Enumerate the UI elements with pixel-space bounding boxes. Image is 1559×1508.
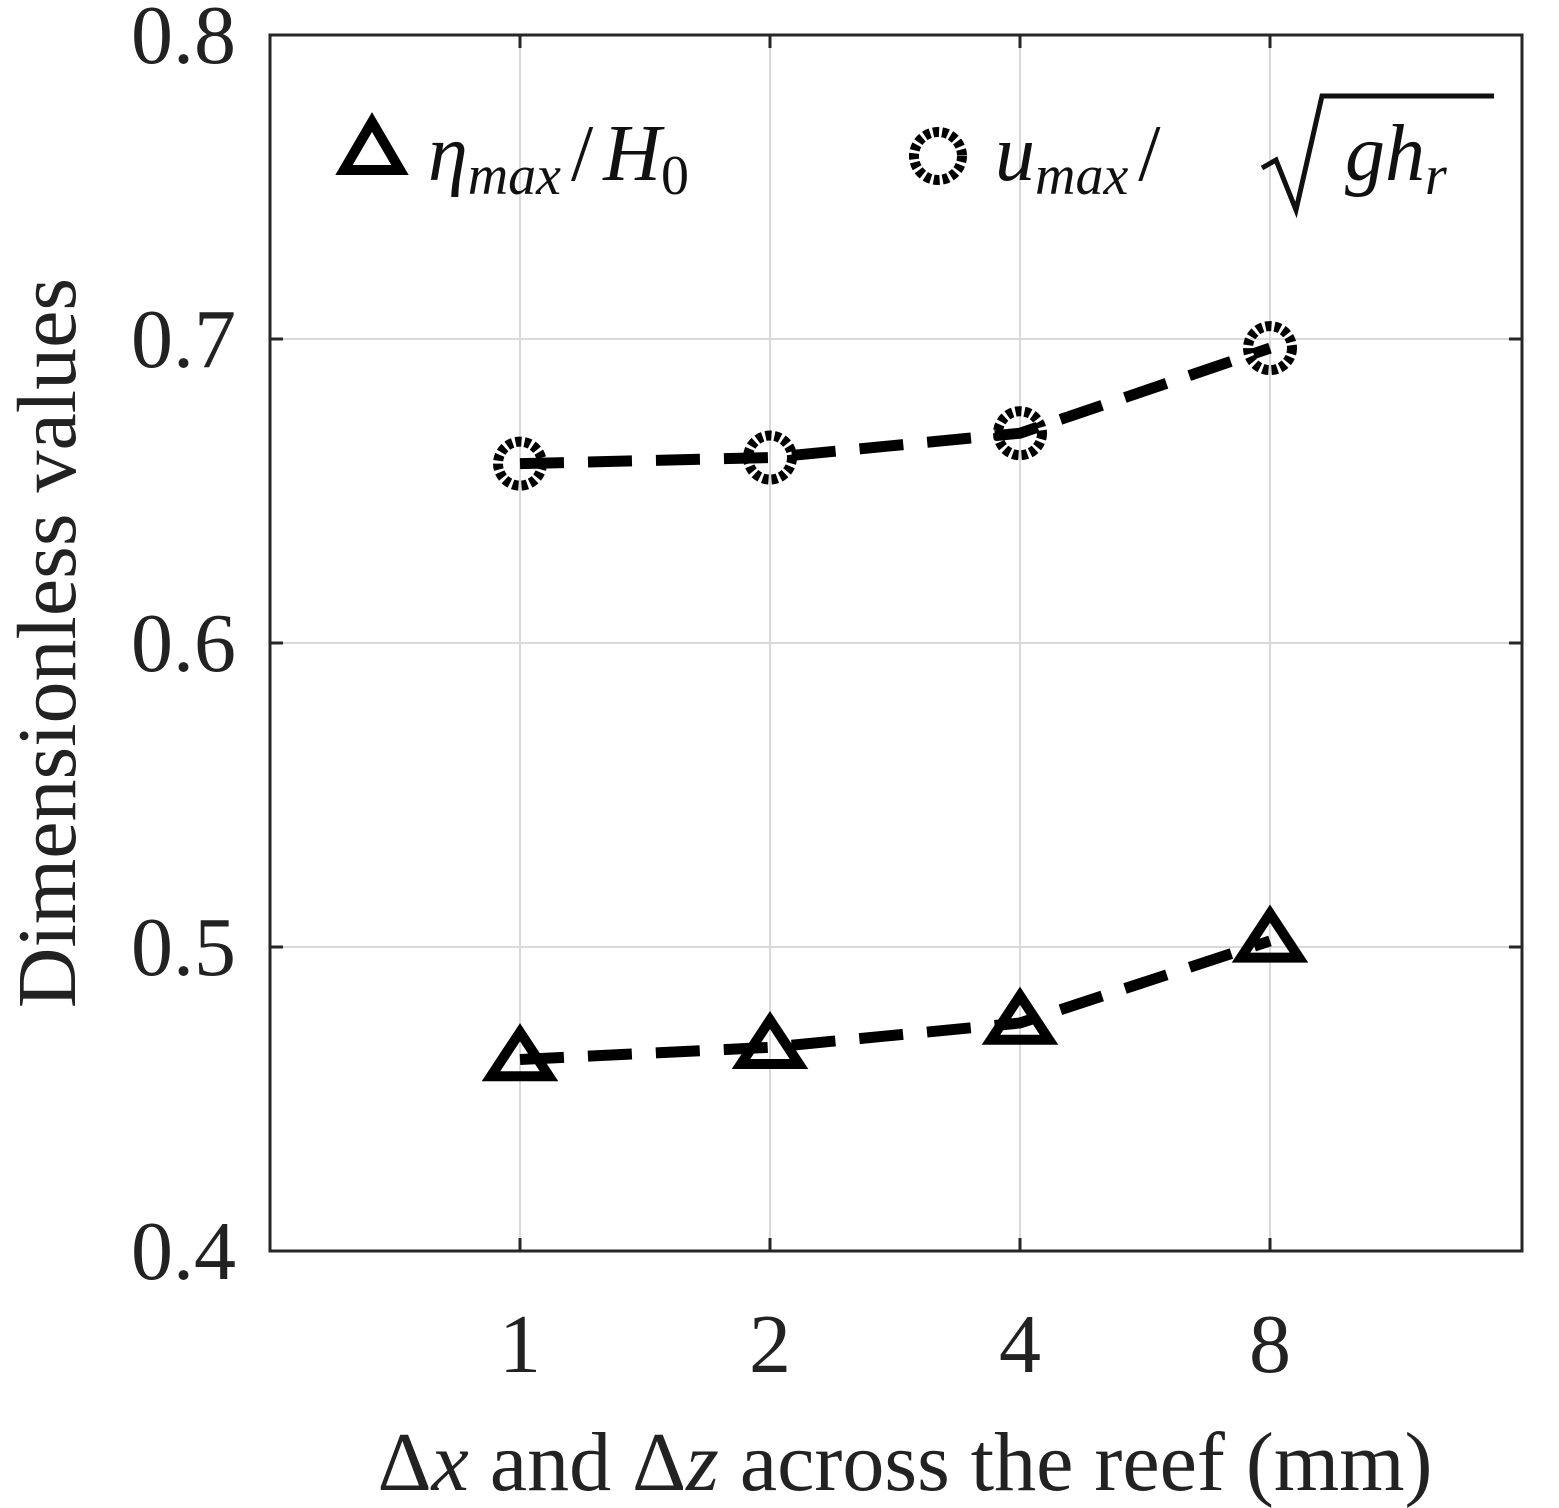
legend-sqrt-sign bbox=[1260, 93, 1494, 219]
y-tick-label: 0.7 bbox=[131, 293, 236, 386]
legend-eta-sub: max bbox=[468, 145, 561, 207]
x-tick-label: 4 bbox=[999, 1298, 1041, 1391]
legend-h: h bbox=[1385, 110, 1425, 198]
legend-triangle-marker bbox=[335, 112, 409, 175]
legend-label-gh: ghr bbox=[1345, 110, 1447, 207]
y-tick-label: 0.4 bbox=[131, 1205, 236, 1298]
legend-g: g bbox=[1345, 110, 1385, 198]
series-line-triangle bbox=[519, 935, 1272, 1065]
legend-label-eta: ηmax / H0 bbox=[428, 110, 689, 207]
x-axis-delta-2: Δ bbox=[632, 1416, 686, 1508]
legend-u-sub: max bbox=[1035, 145, 1128, 207]
series-layer bbox=[481, 321, 1309, 1082]
x-axis-tail: across the reef (mm) bbox=[719, 1416, 1433, 1508]
legend-H-sub: 0 bbox=[661, 145, 689, 207]
tick-layer bbox=[270, 33, 1522, 1253]
data-point-triangle bbox=[731, 1010, 809, 1070]
y-tick-label: 0.5 bbox=[131, 901, 236, 994]
x-tick-label: 2 bbox=[749, 1298, 791, 1391]
label-layer: 0.4 0.5 0.6 0.7 0.8 1 2 4 8 bbox=[131, 0, 1291, 1391]
legend-u: u bbox=[995, 110, 1035, 198]
y-axis-title: Dimensionless values bbox=[1, 278, 94, 1008]
legend-eta: η bbox=[428, 110, 468, 198]
legend-h-sub: r bbox=[1425, 145, 1447, 207]
x-axis-title: Δx and Δz across the reef (mm) bbox=[377, 1416, 1432, 1508]
x-axis-and: and bbox=[469, 1416, 632, 1508]
legend-circle-marker bbox=[909, 127, 967, 185]
y-tick-label: 0.8 bbox=[131, 0, 236, 82]
data-point-circle bbox=[1243, 321, 1297, 376]
y-tick-label: 0.6 bbox=[131, 597, 236, 690]
legend-slash-2: / bbox=[1138, 110, 1161, 198]
data-point-triangle bbox=[1231, 904, 1309, 963]
x-tick-label: 1 bbox=[499, 1298, 541, 1391]
x-axis-delta-1: Δ bbox=[377, 1416, 431, 1508]
x-axis-var-z: z bbox=[685, 1416, 719, 1508]
data-point-circle bbox=[493, 436, 547, 491]
legend-label-u: umax / bbox=[995, 110, 1161, 207]
data-point-triangle bbox=[981, 986, 1059, 1045]
data-point-triangle bbox=[481, 1023, 559, 1082]
legend-slash-1: / bbox=[571, 110, 594, 198]
legend: ηmax / H0 umax / ghr bbox=[335, 93, 1494, 219]
data-point-circle bbox=[743, 430, 797, 485]
x-tick-label: 8 bbox=[1249, 1298, 1291, 1391]
grid-layer bbox=[270, 34, 1522, 1252]
data-point-circle bbox=[993, 406, 1047, 461]
series-line-circle bbox=[519, 342, 1272, 470]
legend-H: H bbox=[602, 110, 665, 198]
x-axis-var-x: x bbox=[430, 1416, 469, 1508]
